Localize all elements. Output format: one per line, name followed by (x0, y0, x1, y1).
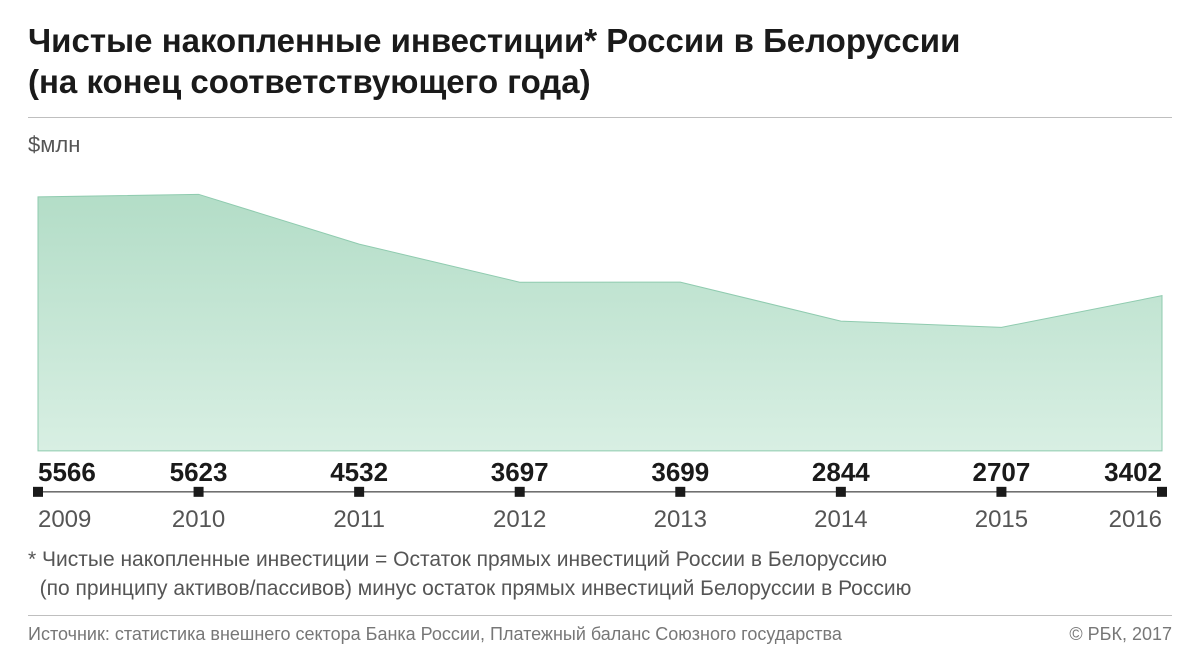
year-label: 2010 (172, 505, 225, 532)
year-label: 2009 (38, 505, 91, 532)
value-label: 4532 (330, 456, 388, 486)
divider-top (28, 117, 1172, 118)
chart-title: Чистые накопленные инвестиции* России в … (28, 20, 1172, 103)
year-label: 2016 (1109, 505, 1162, 532)
source-text: Источник: статистика внешнего сектора Ба… (28, 624, 842, 645)
year-label: 2012 (493, 505, 546, 532)
value-label: 5623 (170, 456, 228, 486)
year-label: 2011 (333, 505, 385, 532)
y-axis-label: $млн (28, 132, 1172, 158)
footnote-line-2: (по принципу активов/пассивов) минус ост… (40, 577, 912, 600)
year-label: 2014 (814, 505, 867, 532)
value-label: 3699 (651, 456, 709, 486)
chart-container: Чистые накопленные инвестиции* России в … (0, 0, 1200, 657)
title-line-2: (на конец соответствующего года) (28, 63, 591, 100)
value-label: 2707 (973, 456, 1031, 486)
title-line-1: Чистые накопленные инвестиции* России в … (28, 22, 960, 59)
area-chart: 5566 2009 5623 2010 4532 2011 3697 2012 3699 2013… (28, 162, 1172, 533)
footnote-line-1: * Чистые накопленные инвестиции = Остато… (28, 548, 887, 571)
area-fill (38, 194, 1162, 451)
footer: Источник: статистика внешнего сектора Ба… (28, 616, 1172, 645)
value-label: 2844 (812, 456, 870, 486)
copyright-text: © РБК, 2017 (1069, 624, 1172, 645)
value-label: 3402 (1104, 456, 1162, 486)
footnote: * Чистые накопленные инвестиции = Остато… (28, 546, 1172, 603)
value-label: 3697 (491, 456, 549, 486)
year-label: 2015 (975, 505, 1028, 532)
year-label: 2013 (654, 505, 707, 532)
value-label: 5566 (38, 456, 96, 486)
